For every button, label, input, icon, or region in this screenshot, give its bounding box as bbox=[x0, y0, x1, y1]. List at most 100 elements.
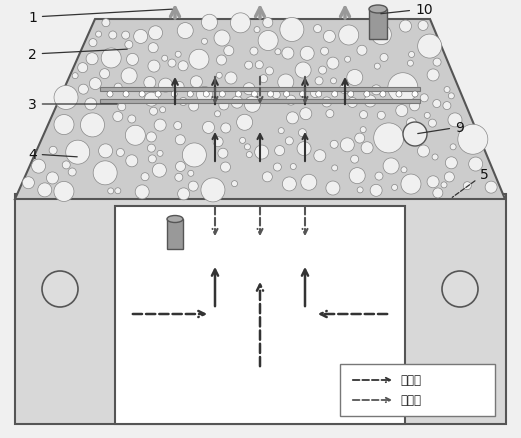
Circle shape bbox=[230, 14, 251, 34]
Circle shape bbox=[134, 30, 147, 44]
Circle shape bbox=[148, 43, 158, 53]
Circle shape bbox=[357, 187, 363, 194]
Circle shape bbox=[427, 177, 439, 188]
Circle shape bbox=[162, 56, 168, 62]
Circle shape bbox=[174, 82, 184, 92]
Circle shape bbox=[173, 122, 182, 130]
Circle shape bbox=[400, 21, 412, 33]
Circle shape bbox=[255, 146, 269, 160]
Circle shape bbox=[127, 54, 139, 66]
Circle shape bbox=[148, 155, 156, 163]
Circle shape bbox=[66, 141, 90, 165]
Circle shape bbox=[175, 52, 181, 58]
Circle shape bbox=[469, 158, 482, 172]
Circle shape bbox=[135, 185, 149, 199]
Circle shape bbox=[220, 162, 230, 173]
Circle shape bbox=[441, 183, 447, 188]
Circle shape bbox=[388, 74, 418, 103]
Circle shape bbox=[250, 48, 258, 56]
Circle shape bbox=[114, 84, 122, 92]
Circle shape bbox=[485, 182, 497, 194]
Circle shape bbox=[311, 88, 320, 99]
Circle shape bbox=[458, 125, 488, 155]
Circle shape bbox=[128, 116, 136, 124]
Circle shape bbox=[314, 150, 326, 162]
Circle shape bbox=[62, 162, 70, 170]
Circle shape bbox=[123, 92, 129, 98]
Circle shape bbox=[93, 162, 117, 185]
Circle shape bbox=[179, 98, 187, 106]
Circle shape bbox=[177, 24, 193, 39]
Text: 4: 4 bbox=[28, 148, 77, 162]
Circle shape bbox=[318, 67, 327, 75]
Circle shape bbox=[216, 73, 222, 79]
Circle shape bbox=[116, 149, 125, 157]
Circle shape bbox=[380, 54, 388, 62]
Circle shape bbox=[54, 86, 78, 110]
Circle shape bbox=[361, 142, 373, 154]
Circle shape bbox=[219, 101, 229, 111]
Text: 热空气: 热空气 bbox=[400, 374, 421, 387]
Circle shape bbox=[188, 171, 194, 177]
Circle shape bbox=[266, 68, 274, 76]
Circle shape bbox=[89, 78, 101, 90]
Circle shape bbox=[245, 62, 253, 70]
Circle shape bbox=[80, 113, 105, 138]
Circle shape bbox=[224, 46, 234, 57]
Circle shape bbox=[300, 109, 312, 120]
Circle shape bbox=[98, 145, 113, 159]
Circle shape bbox=[444, 87, 450, 93]
Circle shape bbox=[433, 188, 443, 198]
Circle shape bbox=[86, 53, 98, 66]
Circle shape bbox=[235, 92, 241, 98]
Circle shape bbox=[158, 79, 172, 93]
Circle shape bbox=[364, 92, 370, 98]
Circle shape bbox=[126, 155, 138, 167]
Circle shape bbox=[412, 92, 418, 98]
Circle shape bbox=[295, 63, 311, 79]
Circle shape bbox=[401, 167, 407, 173]
Circle shape bbox=[348, 92, 354, 98]
Circle shape bbox=[78, 85, 89, 95]
Circle shape bbox=[175, 174, 183, 182]
Text: 5: 5 bbox=[452, 168, 489, 198]
Circle shape bbox=[85, 99, 97, 111]
Circle shape bbox=[428, 120, 437, 128]
Circle shape bbox=[42, 272, 78, 307]
Circle shape bbox=[190, 77, 202, 88]
Circle shape bbox=[433, 100, 441, 108]
Bar bbox=[167, 219, 183, 249]
Circle shape bbox=[322, 98, 332, 108]
Circle shape bbox=[113, 112, 123, 122]
Circle shape bbox=[314, 25, 321, 33]
Circle shape bbox=[152, 164, 166, 178]
Circle shape bbox=[150, 108, 157, 116]
Circle shape bbox=[22, 177, 34, 189]
Circle shape bbox=[374, 64, 380, 70]
Circle shape bbox=[175, 135, 185, 145]
Circle shape bbox=[38, 184, 52, 198]
Circle shape bbox=[433, 59, 441, 67]
Circle shape bbox=[287, 113, 299, 124]
Circle shape bbox=[330, 141, 338, 149]
Ellipse shape bbox=[167, 216, 183, 223]
Circle shape bbox=[406, 118, 416, 128]
Circle shape bbox=[148, 27, 163, 41]
Circle shape bbox=[54, 115, 74, 135]
Circle shape bbox=[332, 166, 338, 172]
Circle shape bbox=[364, 96, 376, 108]
Circle shape bbox=[263, 173, 272, 182]
Circle shape bbox=[357, 46, 367, 56]
Circle shape bbox=[155, 92, 161, 98]
Circle shape bbox=[403, 123, 427, 147]
Circle shape bbox=[370, 185, 382, 197]
Circle shape bbox=[178, 188, 190, 201]
Circle shape bbox=[272, 92, 280, 99]
Circle shape bbox=[278, 75, 294, 91]
Circle shape bbox=[218, 149, 228, 159]
Circle shape bbox=[383, 159, 399, 175]
Text: 2: 2 bbox=[28, 48, 127, 62]
Circle shape bbox=[102, 20, 110, 28]
Polygon shape bbox=[15, 20, 505, 200]
Circle shape bbox=[213, 138, 223, 147]
